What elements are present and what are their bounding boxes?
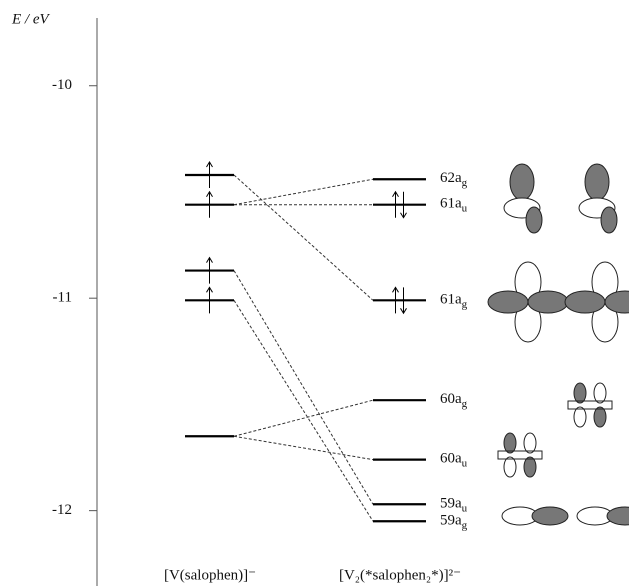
y-tick-label: -11: [53, 290, 72, 306]
connector: [234, 400, 373, 436]
level-label-main: 61a: [440, 196, 462, 212]
chart: E / eV -10 -11 -12 [V(salophen)]⁻ [V₂(*salop…: [0, 0, 629, 586]
level-label: 59ag: [440, 513, 468, 531]
connector: [234, 436, 373, 459]
level-label-sub: g: [462, 519, 468, 531]
level-label-sub: u: [462, 202, 468, 214]
level-label-sub: g: [462, 177, 468, 189]
y-axis-label: E / eV: [11, 11, 50, 27]
orbital-sketches: [488, 164, 629, 525]
level-label: 59au: [440, 496, 468, 514]
level-label-main: 62a: [440, 171, 462, 187]
level-label-main: 60a: [440, 392, 462, 408]
level-label: 60au: [440, 451, 468, 469]
level-label-sub: g: [462, 298, 468, 310]
level-label: 61ag: [440, 292, 468, 310]
level-label-main: 60a: [440, 451, 462, 467]
level-label-main: 59a: [440, 496, 462, 512]
y-tick-label: -10: [52, 77, 72, 93]
connector: [234, 175, 373, 300]
group-label: [V(salophen)]⁻: [164, 567, 256, 583]
group-label: [V₂(*salophen₂*)]²⁻: [339, 567, 461, 583]
connector: [234, 300, 373, 521]
level-label-sub: u: [462, 457, 468, 469]
level-label-main: 61a: [440, 292, 462, 308]
level-label: 60ag: [440, 392, 468, 410]
y-tick-label: -12: [52, 502, 72, 518]
connector: [234, 271, 373, 505]
level-label: 62ag: [440, 171, 468, 189]
connector: [234, 179, 373, 204]
level-label-sub: u: [462, 502, 468, 514]
level-label: 61au: [440, 196, 468, 214]
level-label-sub: g: [462, 398, 468, 410]
level-label-main: 59a: [440, 513, 462, 529]
